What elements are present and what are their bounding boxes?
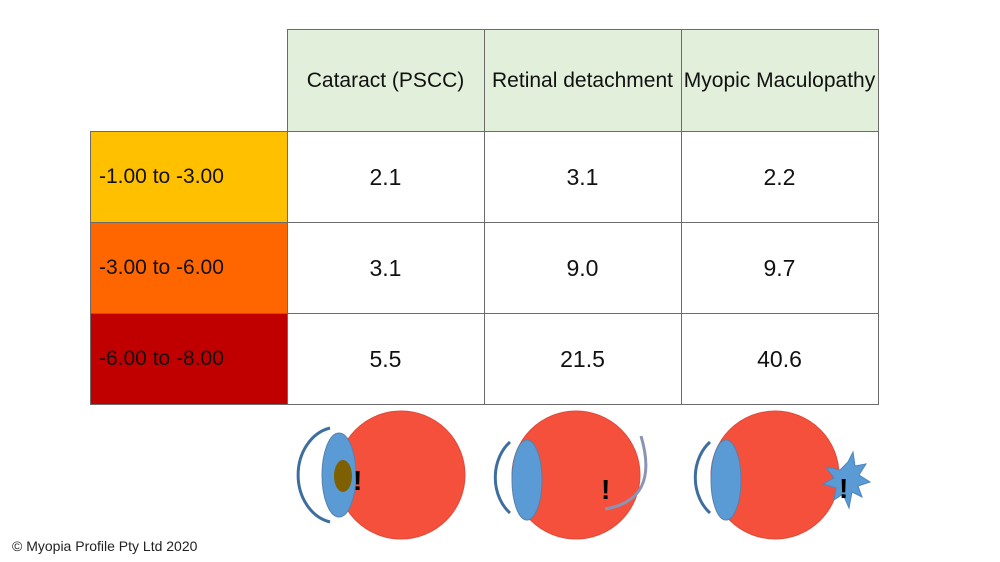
column-header-cataract: Cataract (PSCC) bbox=[286, 29, 485, 132]
table-cell: 3.1 bbox=[483, 131, 682, 223]
table-cell: 5.5 bbox=[286, 313, 485, 405]
cataract-eye-icon: ! bbox=[296, 410, 466, 540]
table-row: -3.00 to -6.00 3.1 9.0 9.7 bbox=[90, 222, 879, 314]
table-cell: 3.1 bbox=[286, 222, 485, 314]
warning-mark: ! bbox=[353, 465, 362, 496]
column-header-myopic-maculopathy: Myopic Maculopathy bbox=[680, 29, 879, 132]
myopia-risk-table: Cataract (PSCC) Retinal detachment Myopi… bbox=[90, 29, 879, 405]
row-label: -1.00 to -3.00 bbox=[90, 131, 288, 223]
corner-cell bbox=[90, 29, 287, 132]
table-row: -1.00 to -3.00 2.1 3.1 2.2 bbox=[90, 131, 879, 223]
table-cell: 2.2 bbox=[680, 131, 879, 223]
table-cell: 9.7 bbox=[680, 222, 879, 314]
myopic-maculopathy-eye-icon: ! bbox=[693, 410, 872, 540]
warning-mark: ! bbox=[839, 473, 848, 504]
header-row: Cataract (PSCC) Retinal detachment Myopi… bbox=[90, 29, 879, 132]
row-label: -3.00 to -6.00 bbox=[90, 222, 288, 314]
table-cell: 9.0 bbox=[483, 222, 682, 314]
copyright-notice: © Myopia Profile Pty Ltd 2020 bbox=[12, 538, 198, 554]
row-label: -6.00 to -8.00 bbox=[90, 313, 288, 405]
table-cell: 2.1 bbox=[286, 131, 485, 223]
table-row: -6.00 to -8.00 5.5 21.5 40.6 bbox=[90, 313, 879, 405]
warning-mark: ! bbox=[601, 474, 610, 505]
table-cell: 21.5 bbox=[483, 313, 682, 405]
retinal-detachment-eye-icon: ! bbox=[493, 410, 648, 540]
column-header-retinal-detachment: Retinal detachment bbox=[483, 29, 682, 132]
table-cell: 40.6 bbox=[680, 313, 879, 405]
